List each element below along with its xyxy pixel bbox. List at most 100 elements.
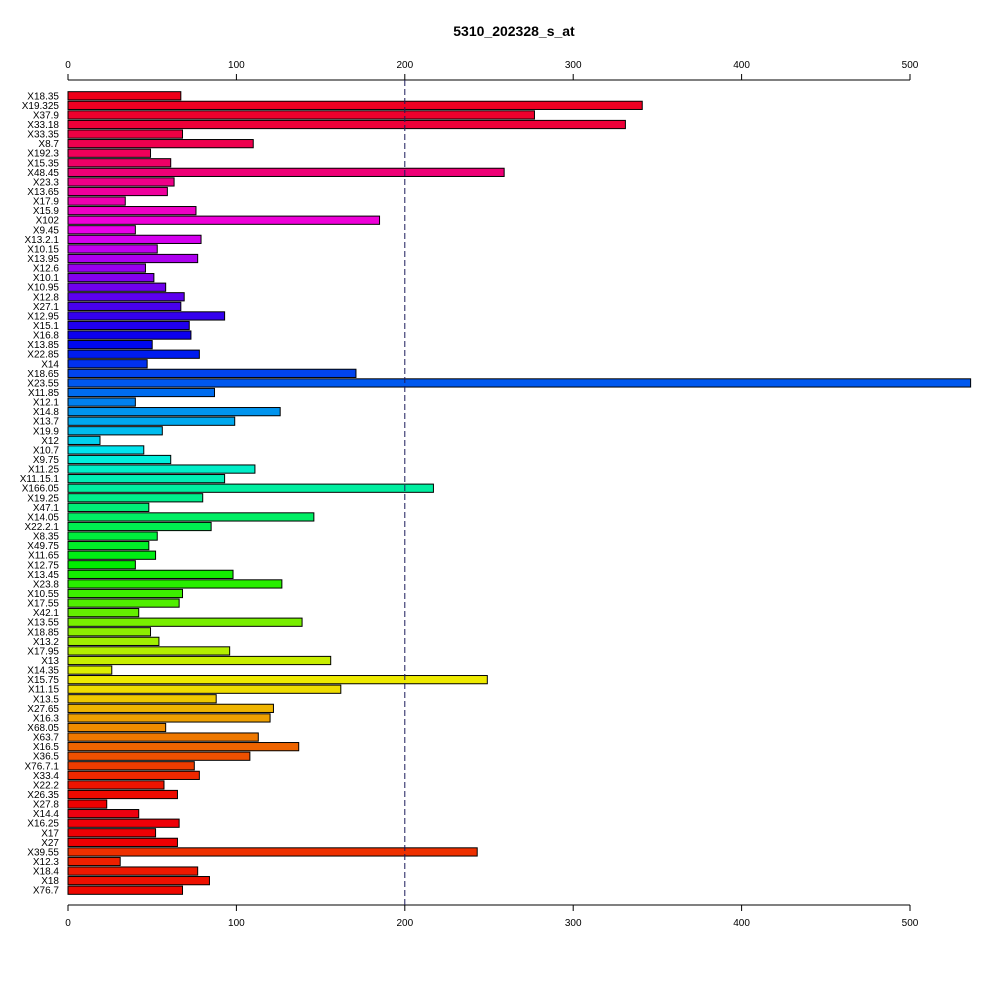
category-label: X14.8 [33,407,60,418]
category-label: X22.85 [27,350,59,361]
category-label: X16.5 [33,742,60,753]
category-label: X26.35 [27,790,59,801]
category-label: X11.85 [28,388,59,399]
category-label: X19.325 [22,101,60,112]
top-tick-label: 0 [65,60,71,71]
bar-x11-25 [67,464,256,474]
category-label: X27 [41,838,59,849]
category-label: X8.7 [38,139,59,150]
category-label: X13.5 [33,694,60,705]
top-axis: 0 100 200 300 400 500 [65,60,919,81]
bar-x49-75 [67,541,150,551]
bar-x13-7 [67,416,236,426]
category-label: X11.15 [28,685,59,696]
bar-x10-95 [67,282,167,292]
chart-title: 5310_202328_s_at [453,23,575,39]
category-label: X23.8 [33,579,60,590]
category-label: X18.85 [27,627,59,638]
category-label: X17.9 [33,197,60,208]
bar-x37-9 [67,110,535,120]
category-label: X13.95 [27,254,59,265]
category-label: X13.85 [27,340,59,351]
category-label: X15.1 [33,321,60,332]
category-label: X12.95 [27,311,59,322]
bar-x18-65 [67,368,357,378]
bar-x18 [67,876,210,886]
bar-x23-55 [67,378,972,388]
bottom-tick-label: 200 [396,918,413,929]
category-label: X27.8 [33,800,60,811]
bar-x15-35 [67,158,172,168]
category-label: X76.7.1 [25,761,60,772]
bar-x14-8 [67,407,281,417]
bar-x47-1 [67,502,150,512]
category-label: X19.25 [27,493,59,504]
top-tick-label: 500 [902,60,919,71]
category-label: X11.25 [28,465,59,476]
bar-x48-45 [67,167,505,177]
bar-x8-35 [67,531,158,541]
category-label: X47.1 [33,503,60,514]
category-label: X18.4 [33,867,60,878]
bar-x19-25 [67,493,204,503]
category-label: X27.65 [27,704,59,715]
bar-x68-05 [67,722,167,733]
bar-x15-75 [67,675,488,685]
category-label: X16.3 [33,713,60,724]
category-label: X14.4 [33,809,60,820]
category-label: X23.3 [33,177,60,188]
top-tick-label: 200 [396,60,413,71]
bar-x166-05 [67,483,434,493]
bar-x27-8 [67,799,108,809]
bar-x10-1 [67,273,155,283]
category-label: X63.7 [33,733,60,744]
category-label: X11.65 [28,551,59,562]
category-label: X192.3 [27,149,59,160]
bar-x11-15-1 [67,474,226,484]
bottom-tick-label: 100 [228,918,245,929]
top-tick-label: 100 [228,60,245,71]
category-label: X15.9 [33,206,60,217]
category-label: X13.55 [27,618,59,629]
category-label: X12.3 [33,857,60,868]
bar-x13-65 [67,186,168,197]
category-label: X33.18 [27,120,59,131]
category-label: X42.1 [33,608,60,619]
category-label: X13.7 [33,417,60,428]
category-label: X14 [41,359,59,370]
bar-x10-55 [67,588,184,599]
bar-x14-35 [67,665,113,675]
bar-x17 [67,828,157,838]
bars-group [67,91,972,895]
category-label: X13.2 [33,637,60,648]
category-label: X10.95 [27,283,59,294]
bar-x14-05 [67,512,315,522]
bar-x12-75 [67,560,136,570]
category-label: X10.15 [27,244,59,255]
bar-x33-18 [67,119,626,130]
bar-x12-1 [67,397,136,407]
bar-x17-95 [67,646,231,656]
category-label: X12.75 [27,560,59,571]
bar-x12 [67,435,101,445]
bottom-tick-label: 500 [902,918,919,929]
category-label: X37.9 [33,110,60,121]
bar-x23-3 [67,177,175,187]
category-label: X10.55 [27,589,59,600]
bar-x12-8 [67,292,185,302]
category-label: X18 [41,876,59,887]
bar-x12-6 [67,263,146,273]
bar-x19-9 [67,426,163,436]
bar-x39-55 [67,847,478,857]
bar-x22-2-1 [67,521,212,532]
bar-x15-9 [67,206,197,216]
bar-x13-2-1 [67,234,202,244]
bar-x13 [67,655,332,666]
category-label: X14.35 [27,666,59,677]
bar-x33-35 [67,129,184,139]
bar-x18-35 [67,91,182,101]
bar-x14 [67,359,148,369]
category-label: X18.35 [27,91,59,102]
bar-x13-45 [67,569,234,579]
